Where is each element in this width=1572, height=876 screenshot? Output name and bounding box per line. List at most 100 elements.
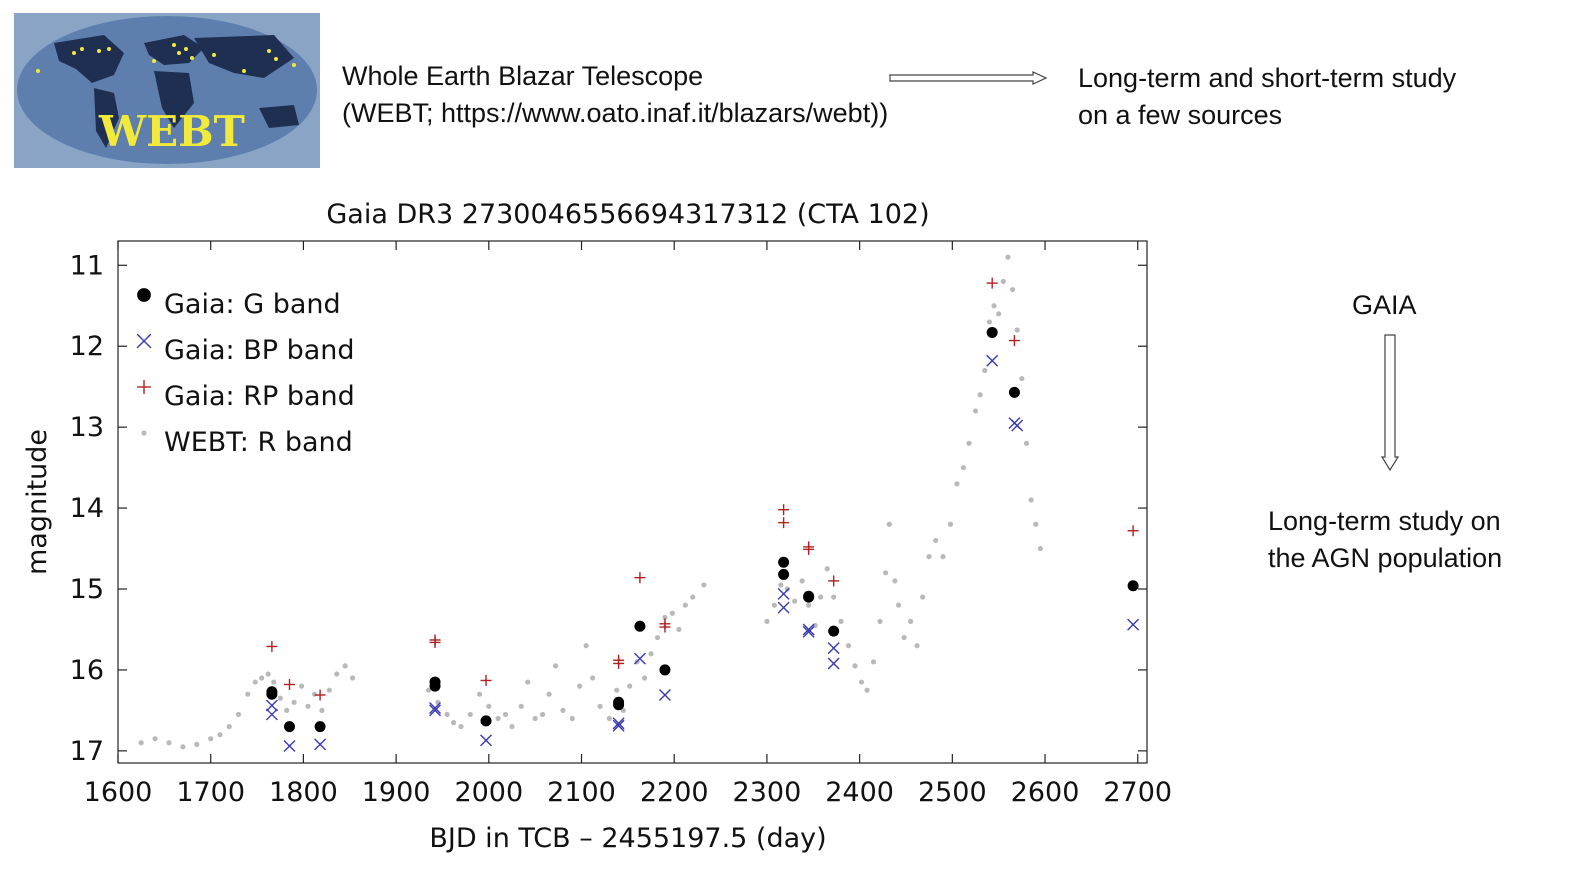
data-point-dot-48 <box>606 715 612 722</box>
data-point-dot-99 <box>991 303 997 309</box>
data-point-x-7 <box>612 717 625 730</box>
x-tick-label: 2400 <box>825 777 894 808</box>
data-point-x-14 <box>802 625 815 638</box>
data-point-plus-0 <box>266 640 278 652</box>
data-point-dot-49 <box>614 687 620 693</box>
data-point-dot-4 <box>194 741 200 747</box>
data-point-dot-7 <box>226 723 232 730</box>
data-point-dot-59 <box>682 602 688 608</box>
y-tick-label: 17 <box>70 736 104 767</box>
data-point-dot-23 <box>342 663 348 669</box>
data-point-dot-102 <box>1005 254 1011 260</box>
data-point-x-13 <box>802 623 815 636</box>
data-point-dot-47 <box>597 703 603 709</box>
legend-label: Gaia: BP band <box>164 335 355 366</box>
data-point-circle-18 <box>1127 580 1139 592</box>
data-point-x-2 <box>283 740 296 752</box>
data-point-x-17 <box>986 354 999 367</box>
data-point-x-16 <box>827 657 840 670</box>
y-axis-label: magnitude <box>22 429 53 575</box>
y-tick-label: 14 <box>70 493 104 524</box>
data-point-dot-58 <box>676 626 682 633</box>
data-point-dot-104 <box>1014 327 1020 333</box>
data-point-dot-68 <box>806 602 812 608</box>
plot-frame <box>117 240 1148 764</box>
data-point-dot-86 <box>914 643 920 649</box>
data-point-dot-46 <box>590 675 596 681</box>
webt-study-note-line1: Long-term and short-term study <box>1078 63 1457 93</box>
data-point-plus-7 <box>613 657 625 669</box>
data-point-dot-72 <box>831 594 837 600</box>
webt-logo-graphic <box>14 13 320 168</box>
webt-name: Whole Earth Blazar Telescope <box>342 61 704 91</box>
data-point-dot-35 <box>509 723 515 730</box>
data-point-x-15 <box>827 642 840 655</box>
data-point-dot-85 <box>908 618 914 624</box>
data-point-dot-3 <box>180 744 186 750</box>
data-point-x-1 <box>265 708 278 721</box>
data-point-dot-43 <box>569 715 575 722</box>
data-point-circle-9 <box>634 620 646 632</box>
data-point-dot-56 <box>662 614 668 620</box>
data-point-dot-14 <box>277 695 283 701</box>
data-point-dot-39 <box>539 711 546 718</box>
x-tick-label: 1700 <box>176 777 245 808</box>
data-point-circle-14 <box>803 591 815 603</box>
data-point-dot-66 <box>792 598 798 604</box>
data-point-dot-107 <box>1028 497 1034 503</box>
data-point-dot-51 <box>627 683 633 689</box>
data-point-plus-1 <box>284 678 295 690</box>
data-point-dot-13 <box>271 679 277 685</box>
data-point-dot-79 <box>877 618 883 624</box>
data-point-dot-91 <box>947 521 954 527</box>
x-tick-label: 1600 <box>84 777 153 808</box>
x-tick-label: 2300 <box>733 777 802 808</box>
data-point-plus-11 <box>778 504 790 516</box>
data-point-x-0 <box>265 699 278 712</box>
data-point-dot-57 <box>669 610 675 616</box>
data-point-dot-2 <box>166 740 172 746</box>
data-point-dot-73 <box>838 618 844 624</box>
data-point-dot-105 <box>1019 375 1025 382</box>
webt-logo-text: WEBT <box>99 107 245 156</box>
data-point-dot-98 <box>986 319 993 325</box>
data-point-dot-40 <box>546 691 552 697</box>
data-marks <box>138 254 1140 752</box>
data-point-x-4 <box>429 701 442 714</box>
data-point-dot-61 <box>701 582 707 588</box>
data-point-dot-10 <box>252 679 258 685</box>
x-tick-label: 2200 <box>640 777 709 808</box>
data-point-plus-2 <box>314 689 326 701</box>
data-point-dot-25 <box>425 687 432 693</box>
data-point-dot-15 <box>284 707 290 713</box>
data-point-dot-96 <box>977 392 983 398</box>
data-point-dot-62 <box>764 618 770 624</box>
x-tick-label: 2100 <box>547 777 616 808</box>
data-point-dot-38 <box>532 715 538 722</box>
data-point-x-11 <box>777 587 790 600</box>
data-point-dot-28 <box>450 719 457 726</box>
data-point-dot-108 <box>1033 521 1039 527</box>
data-point-circle-8 <box>613 699 625 711</box>
data-point-x-9 <box>633 652 646 665</box>
x-tick-label: 2000 <box>454 777 523 808</box>
data-point-dot-89 <box>933 537 939 544</box>
data-point-dot-1 <box>152 736 158 742</box>
y-tick-label: 13 <box>70 412 104 443</box>
data-point-dot-76 <box>858 679 865 685</box>
data-point-plus-8 <box>634 572 646 584</box>
data-point-plus-12 <box>778 517 790 529</box>
data-point-dot-37 <box>525 679 531 685</box>
data-point-dot-70 <box>818 594 824 600</box>
data-point-dot-106 <box>1023 440 1030 446</box>
data-point-x-10 <box>658 689 671 702</box>
webt-logo: WEBT <box>14 13 320 168</box>
data-point-dot-33 <box>495 715 501 722</box>
data-point-dot-84 <box>901 634 907 641</box>
y-tick-label: 12 <box>70 331 104 362</box>
x-tick-label: 2500 <box>918 777 987 808</box>
data-point-plus-10 <box>659 621 671 633</box>
data-point-dot-6 <box>217 732 223 738</box>
data-point-dot-77 <box>864 687 870 693</box>
legend-label: Gaia: RP band <box>164 381 355 412</box>
